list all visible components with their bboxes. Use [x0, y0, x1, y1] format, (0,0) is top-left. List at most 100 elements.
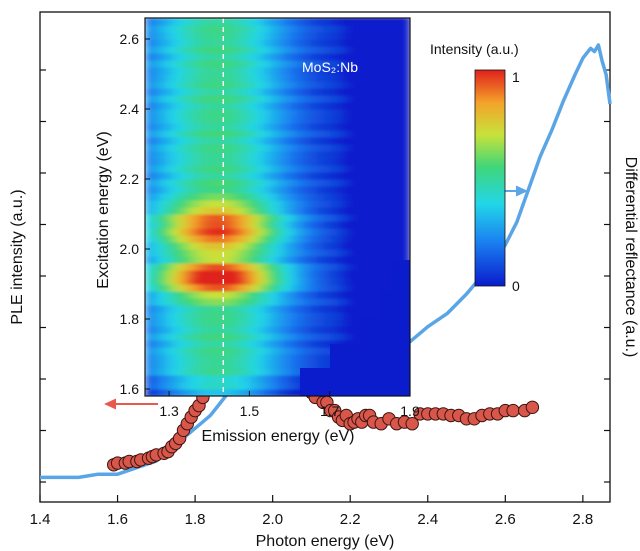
heatmap-cell [323, 235, 332, 243]
heatmap-cell [191, 375, 199, 383]
heatmap-cell [277, 340, 285, 348]
heatmap-cell [145, 46, 153, 54]
heatmap-cell [244, 130, 252, 138]
heatmap-cell [323, 123, 332, 131]
heatmap-cell [178, 186, 186, 194]
heatmap-cell [231, 305, 239, 313]
heatmap-cell [145, 200, 153, 208]
heatmap-cell [217, 18, 226, 26]
heatmap-cell [204, 116, 212, 124]
heatmap-cell [383, 130, 391, 138]
heatmap-cell [323, 312, 332, 320]
heatmap-cell [350, 214, 358, 222]
heatmap-cell [231, 242, 239, 250]
heatmap-cell [184, 382, 192, 390]
heatmap-cell [231, 39, 239, 47]
heatmap-cell [337, 123, 345, 131]
heatmap-cell [297, 347, 305, 355]
heatmap-cell [370, 25, 378, 33]
heatmap-cell [158, 228, 166, 236]
heatmap-cell [191, 333, 199, 341]
heatmap-cell [304, 74, 312, 82]
heatmap-cell [178, 207, 186, 215]
heatmap-cell [204, 361, 212, 369]
heatmap-cell [178, 74, 186, 82]
heatmap-cell [164, 298, 173, 306]
heatmap-cell [224, 123, 232, 131]
heatmap-cell [330, 88, 338, 96]
heatmap-cell [251, 39, 259, 47]
heatmap-cell [151, 340, 159, 348]
heatmap-cell [217, 46, 226, 54]
heatmap-cell [363, 109, 371, 117]
heatmap-cell [164, 67, 173, 75]
heatmap-cell [171, 179, 179, 187]
heatmap-cell [350, 53, 358, 61]
heatmap-cell [290, 347, 298, 355]
heatmap-cell [343, 340, 351, 348]
heatmap-cell [251, 186, 259, 194]
heatmap-cell [357, 186, 365, 194]
heatmap-cell [198, 74, 206, 82]
heatmap-cell [270, 165, 279, 173]
heatmap-cell [323, 25, 332, 33]
heatmap-cell [357, 144, 365, 152]
heatmap-cell [317, 291, 325, 299]
heatmap-cell [198, 172, 206, 180]
heatmap-cell [145, 116, 153, 124]
heatmap-cell [244, 284, 252, 292]
heatmap-cell [164, 200, 173, 208]
heatmap-cell [164, 284, 173, 292]
heatmap-cell [244, 39, 252, 47]
heatmap-cell [224, 102, 232, 110]
heatmap-cell [270, 53, 279, 61]
heatmap-cell [198, 375, 206, 383]
heatmap-cell [231, 249, 239, 257]
heatmap-cell [204, 249, 212, 257]
heatmap-cell [257, 382, 265, 390]
heatmap-cell [350, 340, 358, 348]
heatmap-cell [317, 270, 325, 278]
heatmap-cell [217, 214, 226, 222]
heatmap-cell [251, 291, 259, 299]
heatmap-cell [317, 88, 325, 96]
heatmap-cell [376, 53, 385, 61]
heatmap-cell [204, 263, 212, 271]
heatmap-cell [178, 60, 186, 68]
heatmap-cell [357, 137, 365, 145]
heatmap-cell [290, 74, 298, 82]
heatmap-cell [237, 81, 245, 89]
heatmap-cell [164, 333, 173, 341]
heatmap-cell [350, 284, 358, 292]
heatmap-cell [244, 389, 252, 396]
heatmap-cell [343, 18, 351, 26]
heatmap-cell [145, 25, 153, 33]
heatmap-cell [211, 186, 219, 194]
heatmap-cell [178, 291, 186, 299]
heatmap-cell [151, 53, 159, 61]
heatmap-cell [317, 214, 325, 222]
heatmap-cell [158, 130, 166, 138]
heatmap-cell [217, 137, 226, 145]
heatmap-cell [363, 67, 371, 75]
heatmap-cell [304, 39, 312, 47]
heatmap-cell [171, 130, 179, 138]
heatmap-cell [277, 298, 285, 306]
heatmap-cell [145, 235, 153, 243]
heatmap-cell [151, 249, 159, 257]
heatmap-cell [171, 151, 179, 159]
heatmap-cell [304, 235, 312, 243]
heatmap-cell [217, 270, 226, 278]
heatmap-cell [198, 53, 206, 61]
heatmap-cell [370, 88, 378, 96]
heatmap-cell [396, 186, 404, 194]
heatmap-cell [237, 291, 245, 299]
heatmap-cell [257, 172, 265, 180]
heatmap-cell [317, 137, 325, 145]
heatmap-cell [237, 18, 245, 26]
heatmap-cell [350, 305, 358, 313]
heatmap-cell [330, 179, 338, 187]
heatmap-cell [277, 375, 285, 383]
heatmap-cell [290, 319, 298, 327]
heatmap-cell [343, 95, 351, 103]
